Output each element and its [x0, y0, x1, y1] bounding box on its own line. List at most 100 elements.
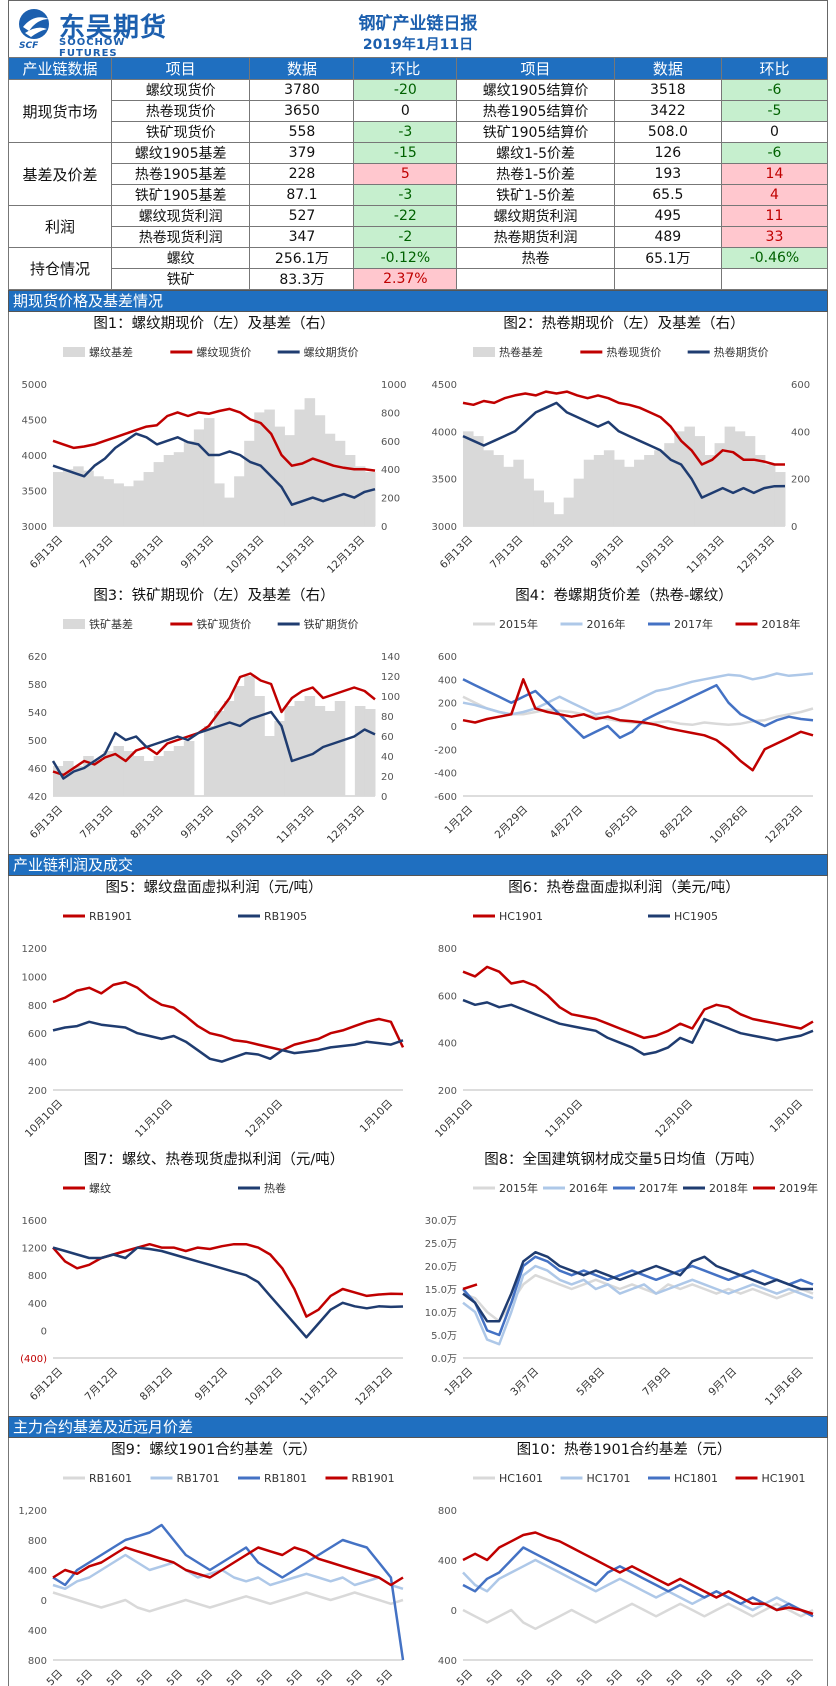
- y-tick-label: 0: [451, 1606, 457, 1617]
- company-logo-icon: [19, 9, 49, 39]
- chart-title: 图2：热卷期现价（左）及基差（右）: [503, 316, 745, 332]
- y-tick-label: 460: [28, 764, 47, 775]
- x-tick-label: 5日: [694, 1668, 715, 1686]
- basis-area-bar: [644, 455, 655, 526]
- legend-label: 2016年: [587, 617, 626, 631]
- table-value-cell: 489: [613, 226, 722, 248]
- x-tick-label: 8月13日: [538, 534, 576, 572]
- x-tick-label: 7月12日: [83, 1366, 121, 1404]
- legend-item: HC1901: [473, 910, 543, 923]
- table-item-cell: 热卷1905结算价: [456, 100, 615, 122]
- basis-area-bar: [133, 480, 145, 526]
- basis-area-bar: [123, 486, 134, 526]
- basis-area-bar: [634, 459, 645, 526]
- table-value-cell: 3780: [249, 79, 355, 101]
- x-tick-label: 1月2日: [442, 1366, 475, 1399]
- legend-label: 2019年: [779, 1181, 818, 1195]
- legend-label: HC1801: [674, 1472, 718, 1485]
- legend-item: 2016年: [560, 617, 626, 631]
- x-tick-label: 1月2日: [442, 804, 475, 837]
- basis-area-bar: [234, 476, 245, 526]
- x-tick-label: 5日: [604, 1668, 625, 1686]
- table-value-cell: 3518: [613, 79, 722, 101]
- chart-hrc-futures-profit: 图6：热卷盘面虚拟利润（美元/吨） HC1901 HC1905 800 600 400 20…: [419, 876, 829, 1148]
- table-category-cell: 持仓情况: [8, 247, 112, 290]
- basis-area-bar: [234, 686, 245, 796]
- table-change-cell: -22: [353, 205, 458, 227]
- y-tick-label: 580: [28, 680, 47, 691]
- table-change-cell: -0.12%: [353, 247, 458, 269]
- y-tick-label: 15.0万: [425, 1285, 457, 1296]
- x-tick-label: 5日: [44, 1668, 65, 1686]
- table-item-cell: 螺纹期货利润: [456, 205, 615, 227]
- report-header: 东吴期货 SOOCHOW FUTURES SCF 钢矿产业链日报 2019年1月…: [8, 0, 828, 59]
- x-tick-label: 5日: [164, 1668, 185, 1686]
- x-tick-label: 10月13日: [634, 534, 676, 576]
- y-right-tick-label: 0: [791, 522, 797, 533]
- report-page: 东吴期货 SOOCHOW FUTURES SCF 钢矿产业链日报 2019年1月…: [8, 0, 829, 1686]
- legend-label: 2018年: [709, 1181, 748, 1195]
- chart-title: 图7：螺纹、热卷现货虚拟利润（元/吨）: [83, 1152, 345, 1168]
- x-tick-label: 5日: [74, 1668, 95, 1686]
- basis-area-bar: [513, 459, 524, 526]
- table-value-cell: 379: [249, 142, 355, 164]
- x-tick-label: 11月13日: [275, 534, 317, 576]
- x-tick-label: 4月27日: [548, 804, 586, 842]
- chart-svg: 螺纹基差 螺纹现货价 螺纹期货价50004500400035003000100080…: [22, 345, 407, 576]
- y-right-tick-label: 20: [381, 772, 394, 783]
- table-row: 铁矿现货价 558 -3 铁矿1905结算价 508.0 0: [9, 121, 829, 143]
- x-tick-label: 9月13日: [179, 534, 217, 572]
- y-tick-label: 800: [28, 1001, 47, 1012]
- table-item-cell: 铁矿1905结算价: [456, 121, 615, 143]
- y-tick-label: 4500: [432, 380, 457, 391]
- basis-area-bar: [654, 450, 665, 526]
- table-change-cell: 0: [353, 100, 458, 122]
- table-row: 热卷现货利润 347 -2 热卷期货利润 489 33: [9, 226, 829, 248]
- series-line: [462, 678, 814, 772]
- y-tick-label: 600: [28, 1029, 47, 1040]
- basis-area-bar: [163, 455, 175, 526]
- table-change-cell: 33: [720, 226, 829, 248]
- y-right-tick-label: 60: [381, 732, 394, 743]
- basis-area-bar: [183, 741, 195, 796]
- table-item-cell: [456, 268, 615, 290]
- chart-hc1901-basis: 图10：热卷1901合约基差（元） HC1601 HC1701 HC1801 HC190…: [419, 1438, 827, 1686]
- table-item-cell: 热卷1-5价差: [456, 163, 615, 185]
- x-tick-label: 5日: [194, 1668, 215, 1686]
- x-tick-label: 11月10日: [133, 1098, 175, 1140]
- table-item-cell: 铁矿现货价: [110, 121, 251, 143]
- legend-item: 铁矿现货价: [170, 617, 251, 631]
- x-tick-label: 6月13日: [28, 804, 66, 842]
- y-tick-label: -200: [434, 745, 457, 756]
- y-tick-label: 800: [28, 1271, 47, 1282]
- x-tick-label: 10月10日: [23, 1098, 65, 1140]
- table-change-cell: -15: [353, 142, 458, 164]
- basis-area-bar: [294, 409, 306, 526]
- legend-label: RB1701: [177, 1472, 220, 1485]
- x-tick-label: 5日: [134, 1668, 155, 1686]
- chart-title: 图1：螺纹期现价（左）及基差（右）: [93, 316, 335, 332]
- legend-label: 热卷现货价: [606, 345, 661, 359]
- chart-block-profit-volume: 图5：螺纹盘面虚拟利润（元/吨） RB1901 RB1905 1200 1000 800 6…: [8, 876, 828, 1416]
- legend-label: HC1901: [762, 1472, 806, 1485]
- table-value-cell: 228: [249, 163, 355, 185]
- table-category-cell: 基差及价差: [8, 142, 112, 206]
- y-tick-label: 0: [41, 1596, 47, 1607]
- table-row: 铁矿1905基差 87.1 -3 铁矿1-5价差 65.5 4: [9, 184, 829, 206]
- basis-area-bar: [583, 459, 595, 526]
- basis-area-bar: [203, 726, 215, 796]
- x-tick-label: 5月8日: [574, 1366, 607, 1399]
- x-tick-label: 6月13日: [28, 534, 66, 572]
- basis-area-bar: [704, 455, 716, 526]
- section-header-price-basis: 期现货价格及基差情况: [8, 290, 828, 312]
- basis-area-bar: [764, 464, 776, 526]
- x-tick-label: 11月12日: [298, 1366, 340, 1408]
- table-change-cell: -3: [353, 121, 458, 143]
- y-tick-label: 4500: [22, 416, 47, 427]
- chart-block-contract-basis: 图9：螺纹1901合约基差（元） RB1601 RB1701 RB1801 RB1901…: [8, 1438, 828, 1686]
- basis-area-bar: [214, 483, 225, 526]
- table-value-cell: 126: [613, 142, 722, 164]
- chart-hrc-rebar-spread: 图4：卷螺期货价差（热卷-螺纹） 2015年 2016年 2017年 2018年 600 4…: [419, 584, 829, 854]
- x-tick-label: 10月13日: [224, 804, 266, 846]
- table-value-cell: 65.1万: [613, 247, 722, 269]
